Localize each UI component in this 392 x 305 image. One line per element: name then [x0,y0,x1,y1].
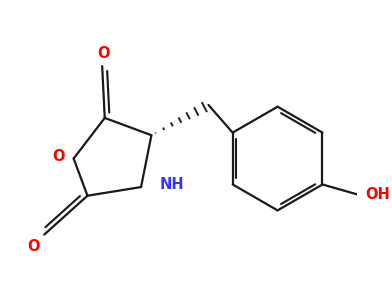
Text: NH: NH [160,177,185,192]
Text: O: O [53,149,65,164]
Text: OH: OH [366,187,390,202]
Text: O: O [28,239,40,254]
Text: O: O [98,46,110,61]
